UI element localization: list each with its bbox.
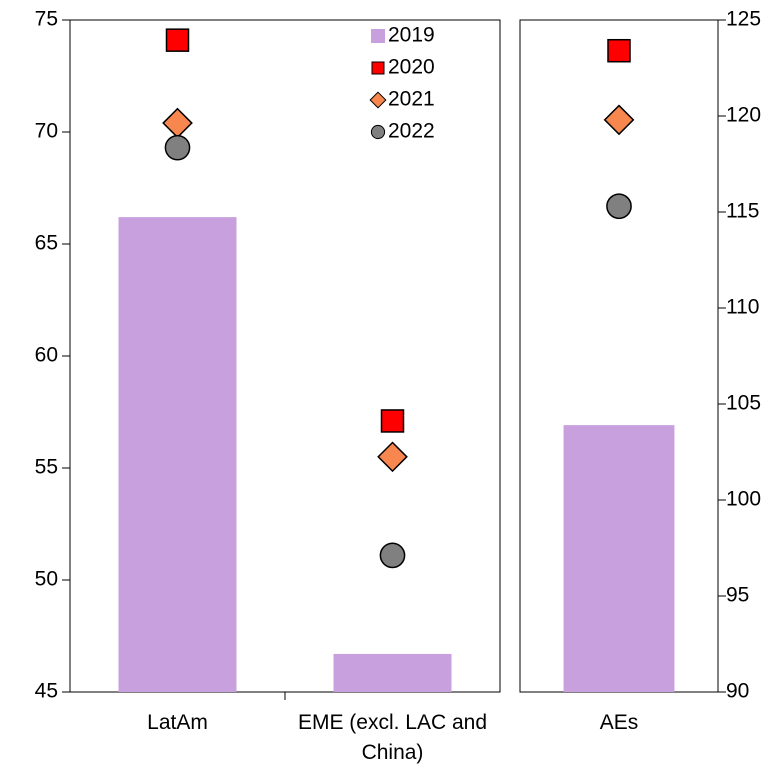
point xyxy=(164,134,191,161)
x-tick-label: AEs xyxy=(599,711,639,734)
y2-tick-label: 90 xyxy=(726,680,749,703)
point xyxy=(603,104,635,136)
bar xyxy=(118,217,237,692)
y-tick-label: 50 xyxy=(35,568,58,591)
y2-tick-label: 100 xyxy=(726,488,761,511)
point xyxy=(377,441,408,473)
legend-label: 2020 xyxy=(388,56,435,79)
bar xyxy=(563,425,675,692)
legend-marker xyxy=(370,124,386,140)
legend-marker xyxy=(371,29,385,43)
y-tick-label: 45 xyxy=(35,680,58,703)
y-tick-label: 75 xyxy=(35,8,58,31)
y2-tick-label: 105 xyxy=(726,392,761,415)
point xyxy=(606,193,632,220)
y-tick-label: 55 xyxy=(35,456,58,479)
bar xyxy=(333,653,452,692)
y2-tick-label: 95 xyxy=(726,584,749,607)
point xyxy=(162,107,193,139)
x-tick-label: LatAm xyxy=(147,711,208,734)
legend-label: 2022 xyxy=(388,120,435,143)
y2-tick-label: 115 xyxy=(726,200,759,223)
point xyxy=(607,38,631,63)
legend-marker xyxy=(371,61,385,75)
point xyxy=(380,409,405,433)
y-tick-label: 65 xyxy=(35,232,58,255)
x-tick-label: EME (excl. LAC and China) xyxy=(297,711,488,764)
y2-tick-label: 110 xyxy=(726,296,759,319)
legend-marker xyxy=(369,91,387,109)
y2-tick-label: 120 xyxy=(726,104,761,127)
y-tick-label: 70 xyxy=(35,120,58,143)
point xyxy=(379,542,406,569)
y-tick-label: 60 xyxy=(35,344,58,367)
legend-label: 2021 xyxy=(388,88,435,111)
point xyxy=(165,28,190,52)
legend-label: 2019 xyxy=(388,24,435,47)
y2-tick-label: 125 xyxy=(726,8,761,31)
